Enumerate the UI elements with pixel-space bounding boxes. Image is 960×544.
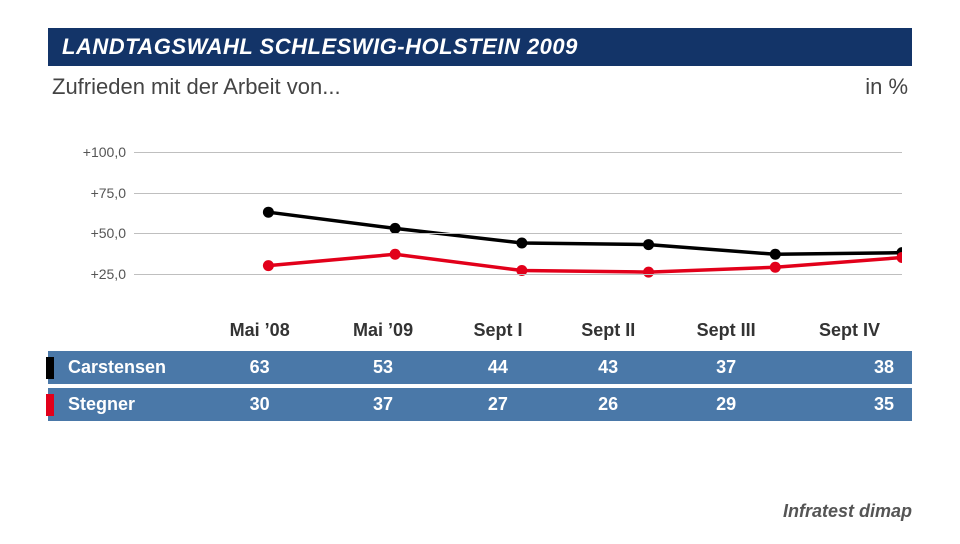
- data-cell: 35: [787, 388, 912, 421]
- series-name: Stegner: [68, 394, 135, 414]
- page-title-bar: LANDTAGSWAHL SCHLESWIG-HOLSTEIN 2009: [48, 28, 912, 66]
- y-tick-label: +100,0: [66, 144, 126, 160]
- data-marker: [516, 237, 527, 248]
- table-column-header: Mai ’08: [198, 314, 321, 347]
- data-cell: 30: [198, 388, 321, 421]
- series-color-chip: [46, 357, 54, 379]
- table-column-header: Sept IV: [787, 314, 912, 347]
- data-cell: 43: [551, 351, 665, 384]
- data-marker: [770, 262, 781, 273]
- series-color-chip: [46, 394, 54, 416]
- chart-container: LANDTAGSWAHL SCHLESWIG-HOLSTEIN 2009 Zuf…: [48, 28, 912, 516]
- data-cell: 37: [665, 351, 787, 384]
- gridline: [134, 152, 902, 153]
- marker-svg: [134, 128, 902, 298]
- table-column-header: Sept III: [665, 314, 787, 347]
- series-name-cell: Stegner: [48, 388, 198, 421]
- source-text: Infratest dimap: [783, 501, 912, 521]
- series-name: Carstensen: [68, 357, 166, 377]
- table-header-row: Mai ’08Mai ’09Sept ISept IISept IIISept …: [48, 314, 912, 347]
- data-marker: [390, 249, 401, 260]
- page-title: LANDTAGSWAHL SCHLESWIG-HOLSTEIN 2009: [62, 34, 578, 59]
- line-chart: +25,0 +50,0 +75,0 +100,0: [48, 128, 912, 298]
- data-marker: [263, 207, 274, 218]
- data-marker: [643, 239, 654, 250]
- data-cell: 29: [665, 388, 787, 421]
- data-marker: [643, 267, 654, 278]
- data-cell: 53: [321, 351, 444, 384]
- y-tick-label: +25,0: [66, 266, 126, 282]
- unit-label: in %: [865, 74, 908, 100]
- data-cell: 37: [321, 388, 444, 421]
- table-header-blank: [48, 314, 198, 347]
- y-tick-label: +75,0: [66, 185, 126, 201]
- data-cell: 44: [445, 351, 551, 384]
- subtitle: Zufrieden mit der Arbeit von...: [52, 74, 341, 100]
- data-cell: 63: [198, 351, 321, 384]
- data-marker: [390, 223, 401, 234]
- data-marker: [263, 260, 274, 271]
- series-name-cell: Carstensen: [48, 351, 198, 384]
- table-body: Carstensen635344433738Stegner30372726293…: [48, 351, 912, 421]
- source-credit: Infratest dimap: [783, 501, 912, 522]
- data-marker: [770, 249, 781, 260]
- table-column-header: Sept I: [445, 314, 551, 347]
- y-tick-label: +50,0: [66, 225, 126, 241]
- data-cell: 27: [445, 388, 551, 421]
- table-row: Stegner 303727262935: [48, 388, 912, 421]
- subtitle-row: Zufrieden mit der Arbeit von... in %: [48, 66, 912, 100]
- data-table: Mai ’08Mai ’09Sept ISept IISept IIISept …: [48, 310, 912, 425]
- plot-area: [134, 128, 902, 298]
- gridline: [134, 274, 902, 275]
- table-row: Carstensen 635344433738: [48, 351, 912, 384]
- data-cell: 38: [787, 351, 912, 384]
- gridline: [134, 193, 902, 194]
- gridline: [134, 233, 902, 234]
- table-column-header: Mai ’09: [321, 314, 444, 347]
- table-column-header: Sept II: [551, 314, 665, 347]
- data-cell: 26: [551, 388, 665, 421]
